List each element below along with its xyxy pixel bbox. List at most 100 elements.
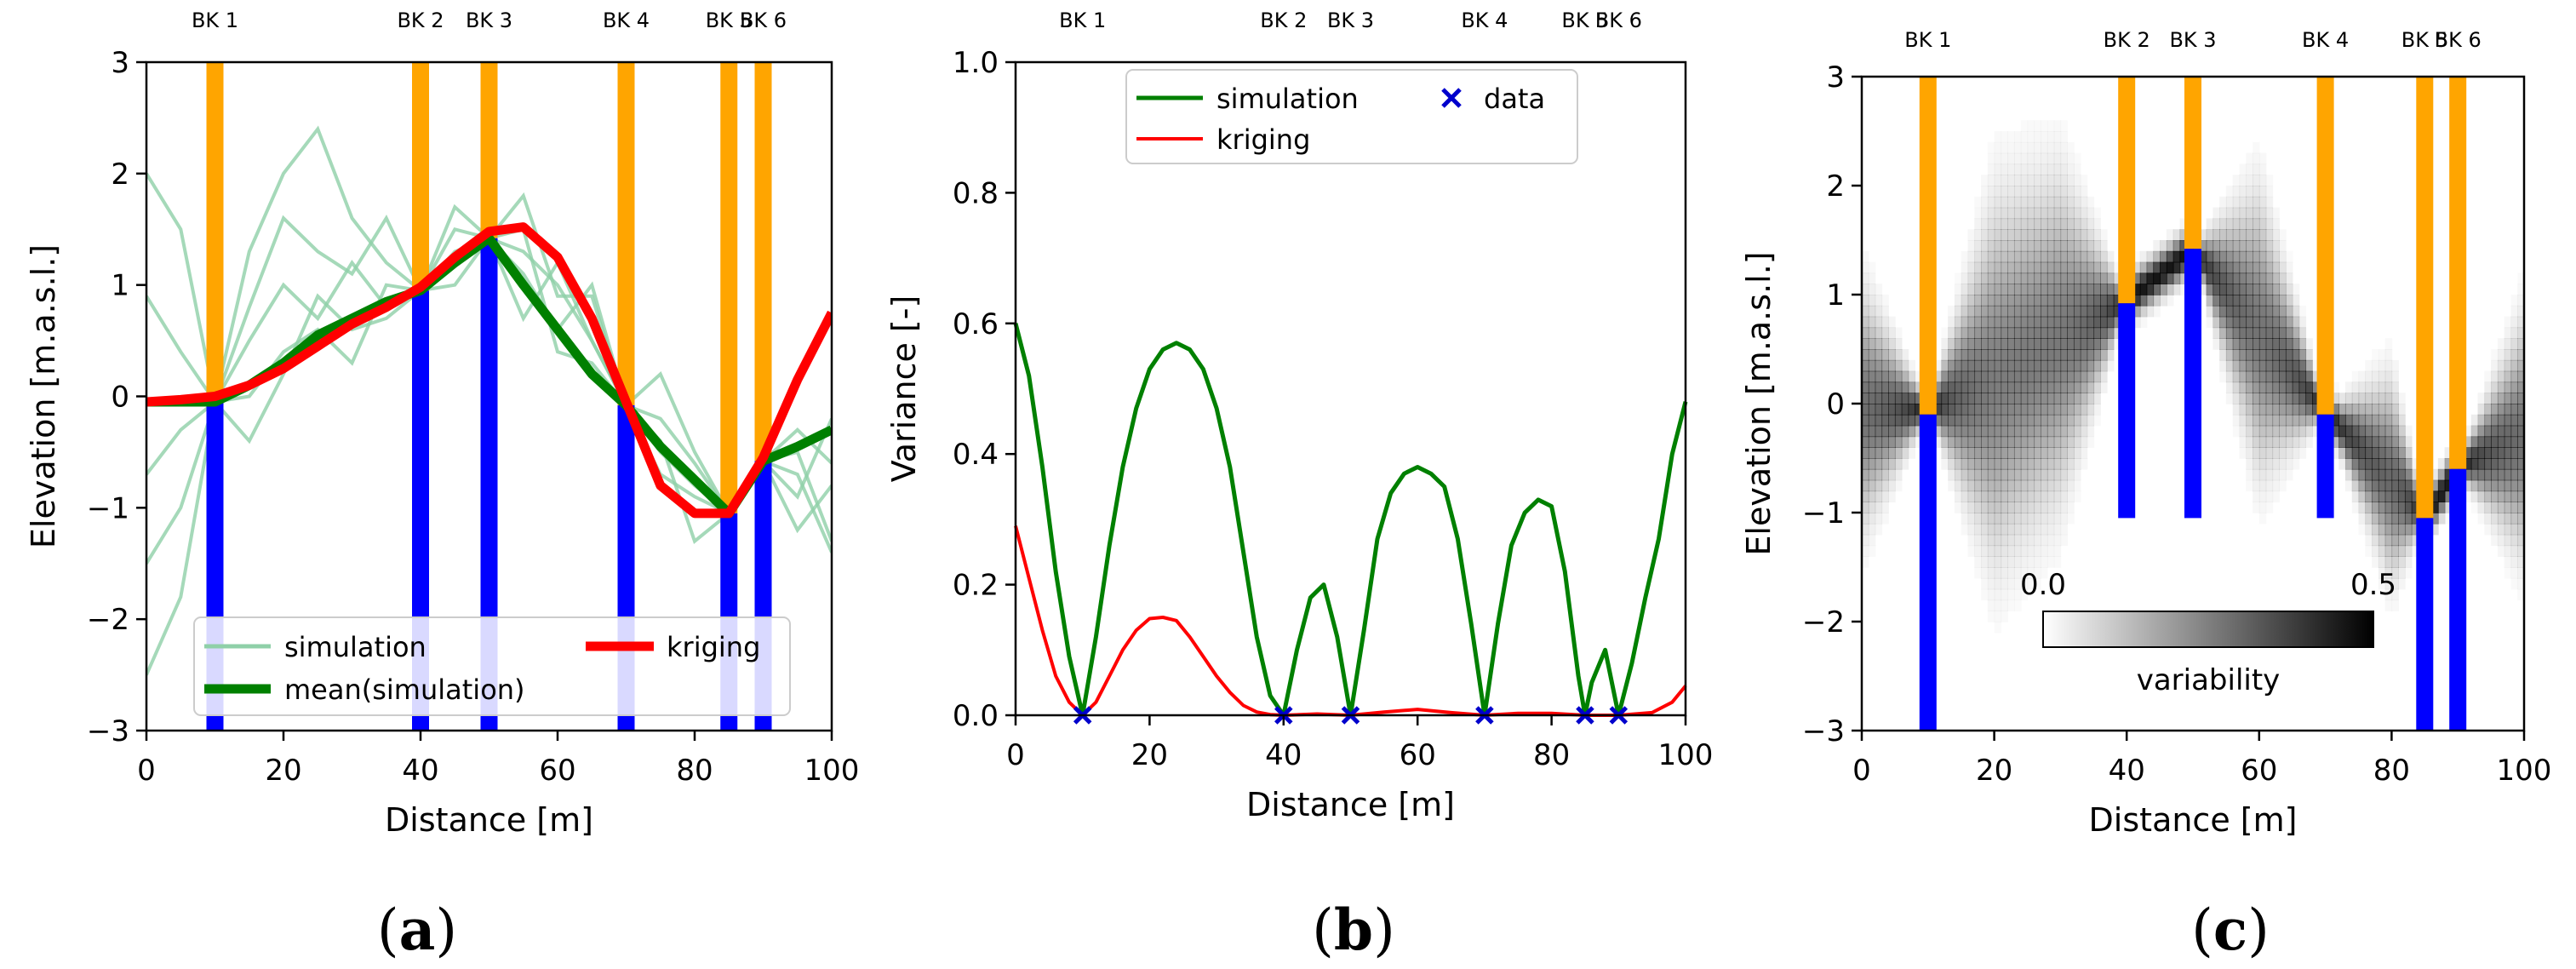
heatmap-cell (2398, 567, 2406, 579)
heatmap-cell (2338, 436, 2346, 448)
heatmap-cell (1981, 295, 1989, 307)
heatmap-cell (2054, 131, 2062, 143)
heatmap-cell (1994, 490, 2002, 502)
heatmap-cell (2014, 131, 2022, 143)
heatmap-cell (2046, 468, 2055, 481)
heatmap-cell (1961, 359, 1969, 372)
heatmap-cell (2007, 414, 2015, 427)
heatmap-cell (1888, 468, 1896, 481)
heatmap-cell (2384, 490, 2393, 502)
heatmap-cell (2517, 349, 2524, 361)
heatmap-cell (2246, 175, 2253, 186)
heatmap-cell (2093, 218, 2101, 230)
heatmap-cell (2020, 523, 2029, 536)
heatmap-cell (2378, 381, 2386, 393)
heatmap-cell (2041, 272, 2048, 284)
heatmap-cell (2053, 229, 2062, 241)
heatmap-cell (1995, 599, 2002, 611)
heatmap-cell (1967, 272, 1976, 284)
heatmap-cell (2491, 359, 2499, 372)
heatmap-cell (1981, 338, 1989, 350)
heatmap-cell (2497, 436, 2505, 448)
heatmap-cell (2027, 272, 2035, 284)
heatmap-cell (2253, 261, 2260, 274)
heatmap-cell (2053, 490, 2062, 502)
heatmap-cell (2153, 295, 2161, 307)
heatmap-cell (2246, 327, 2253, 339)
heatmap-cell (1868, 316, 1876, 329)
heatmap-cell (2020, 425, 2029, 438)
heatmap-cell (2212, 229, 2220, 241)
x-tick-label-a: 60 (539, 754, 575, 788)
heatmap-cell (1875, 479, 1883, 492)
heatmap-cell (2067, 186, 2075, 198)
borehole-top-bar (2316, 77, 2334, 415)
heatmap-cell (2225, 250, 2234, 263)
heatmap-cell (2292, 305, 2300, 318)
heatmap-cell (2007, 567, 2015, 579)
heatmap-cell (2054, 556, 2062, 568)
heatmap-cell (1894, 404, 1903, 416)
heatmap-cell (2060, 316, 2068, 329)
heatmap-cell (1974, 567, 1982, 579)
heatmap-cell (2113, 327, 2121, 339)
heatmap-cell (2444, 468, 2453, 481)
y-tick-label-a: 3 (111, 46, 129, 80)
heatmap-cell (2484, 425, 2492, 438)
heatmap-cell (2212, 240, 2220, 252)
heatmap-cell (1995, 622, 2002, 634)
heatmap-cell (2087, 261, 2095, 274)
heatmap-cell (2054, 120, 2062, 132)
heatmap-cell (1862, 458, 1869, 470)
heatmap-cell (1994, 381, 2002, 393)
heatmap-cell (2067, 370, 2075, 383)
heatmap-cell (1994, 588, 2002, 601)
heatmap-cell (2060, 131, 2068, 143)
heatmap-cell (2146, 305, 2155, 318)
heatmap-cell (1875, 327, 1883, 339)
heatmap-cell (2437, 513, 2446, 525)
heatmap-cell (2106, 305, 2115, 318)
heatmap-cell (1869, 545, 1876, 557)
heatmap-cell (1987, 479, 1995, 492)
heatmap-cell (2279, 393, 2287, 404)
heatmap-cell (1875, 359, 1883, 372)
heatmap-cell (2253, 142, 2260, 154)
heatmap-cell (1881, 458, 1889, 470)
heatmap-cell (2484, 393, 2492, 404)
heatmap-cell (2232, 404, 2241, 416)
heatmap-cell (1881, 479, 1889, 492)
heatmap-cell (2053, 393, 2062, 404)
heatmap-cell (1941, 370, 1949, 383)
heatmap-cell (2027, 163, 2035, 175)
heatmap-cell (2007, 186, 2015, 198)
heatmap-cell (2020, 163, 2029, 175)
heatmap-cell (2265, 370, 2274, 383)
heatmap-cell (2020, 295, 2029, 307)
y-tick-label-b: 1.0 (953, 46, 999, 80)
legend-label-simulation: simulation (284, 631, 426, 663)
heatmap-cell (2272, 458, 2280, 470)
heatmap-cell (2517, 479, 2524, 492)
heatmap-cell (1981, 523, 1989, 536)
borehole-top-bar (2184, 77, 2201, 249)
heatmap-cell (2053, 284, 2062, 295)
heatmap-cell (2007, 327, 2015, 339)
heatmap-cell (1868, 305, 1876, 318)
heatmap-cell (2020, 436, 2029, 448)
heatmap-cell (1868, 523, 1876, 536)
heatmap-cell (2504, 567, 2512, 579)
heatmap-cell (2020, 218, 2029, 230)
heatmap-cell (1954, 404, 1962, 416)
heatmap-cell (1941, 425, 1949, 438)
heatmap-cell (2379, 349, 2386, 361)
heatmap-cell (2172, 261, 2181, 274)
heatmap-cell (2504, 545, 2512, 557)
heatmap-cell (2041, 447, 2048, 459)
heatmap-cell (1941, 404, 1949, 416)
heatmap-cell (2332, 447, 2339, 459)
heatmap-cell (2279, 468, 2287, 481)
x-tick-label-b: 40 (1265, 738, 1302, 772)
colorbar-min-label: 0.0 (2020, 568, 2066, 602)
heatmap-cell (2285, 338, 2293, 350)
